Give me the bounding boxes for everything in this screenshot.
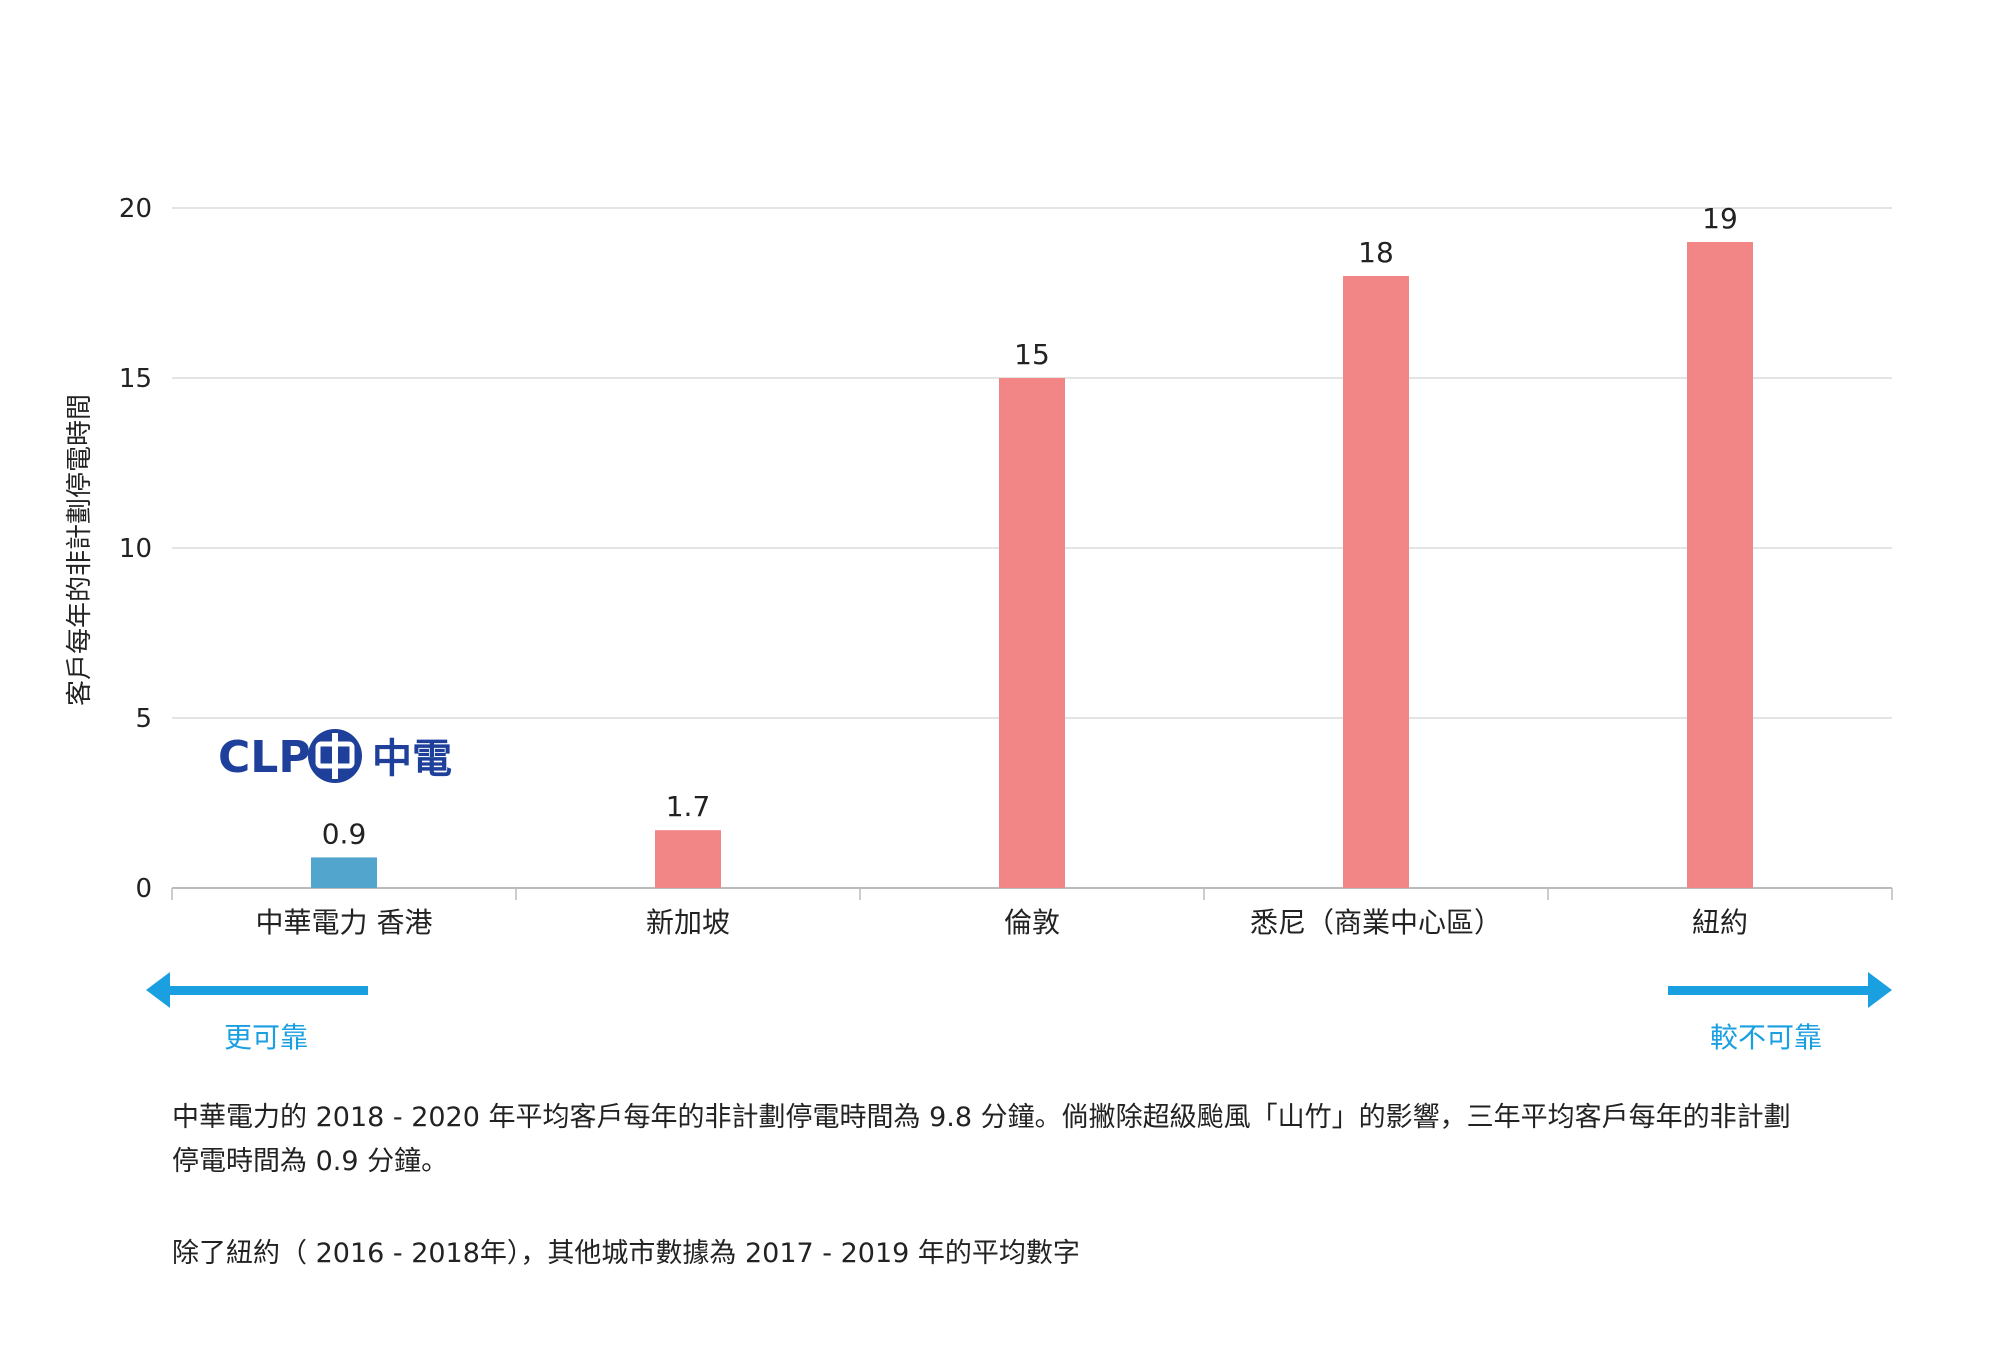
y-axis-ticks: 0 5 10 15 20 [119,194,152,904]
bar [655,830,721,888]
category-labels: 中華電力 香港 新加坡 倫敦 悉尼（商業中心區） 紐約 [256,906,1748,939]
value-labels: 0.9 1.7 15 18 19 [322,202,1738,850]
category-label: 倫敦 [1004,906,1060,939]
bar [1687,242,1753,888]
y-tick-label: 15 [119,364,152,394]
value-label: 0.9 [322,817,367,850]
y-tick-label: 10 [119,534,152,564]
category-label: 中華電力 香港 [256,906,433,939]
bar [1343,276,1409,888]
y-axis-label: 客戶每年的非計劃停電時間 [65,394,95,706]
category-label: 悉尼（商業中心區） [1250,906,1502,939]
footnote-main: 中華電力的 2018 - 2020 年平均客戶每年的非計劃停電時間為 9.8 分… [172,1102,1791,1177]
y-tick-label: 20 [119,194,152,224]
less-reliable-label: 較不可靠 [1710,1021,1823,1054]
y-tick-label: 0 [135,874,152,904]
y-tick-label: 5 [135,704,152,734]
value-label: 18 [1358,236,1394,269]
footnote-cities: 除了紐約（ 2016 - 2018年），其他城市數據為 2017 - 2019 … [172,1238,1080,1269]
category-label: 新加坡 [646,906,730,939]
bar [999,378,1065,888]
category-label: 紐約 [1692,906,1748,939]
clp-logo-chinese: 中電 [372,736,452,782]
less-reliable-arrow [1668,972,1892,1008]
bar [311,857,377,888]
clp-emblem-icon [308,729,362,783]
clp-logo: CLP 中電 [218,729,452,783]
value-label: 1.7 [666,790,711,823]
value-label: 19 [1702,202,1738,235]
value-label: 15 [1014,338,1050,371]
more-reliable-arrow [146,972,368,1008]
more-reliable-label: 更可靠 [224,1021,309,1054]
clp-logo-latin: CLP [218,732,311,783]
bars [311,242,1753,888]
